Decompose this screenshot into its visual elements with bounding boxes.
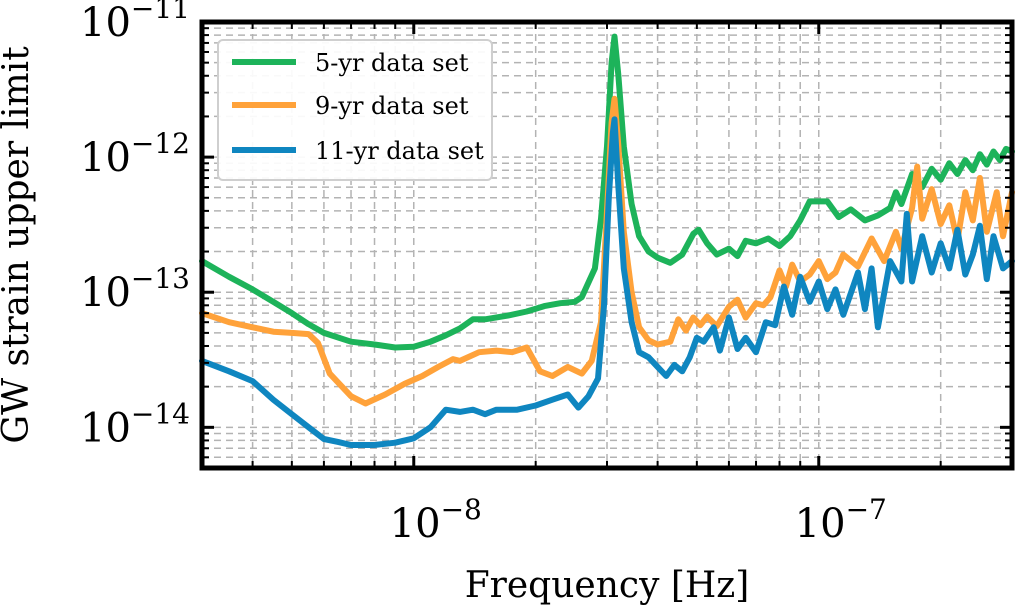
ticks: 10−8 10−7 10−14 10−13 10−12 10−11: [80, 0, 1013, 547]
y-tick-label: 10−14: [80, 397, 190, 451]
series-lines: [199, 33, 1015, 448]
series-line-2: [199, 116, 1015, 448]
legend-box: [217, 39, 493, 181]
legend-label-9yr: 9-yr data set: [315, 92, 469, 120]
series-line-0: [199, 33, 1015, 351]
y-axis-label: GW strain upper limit: [0, 46, 37, 444]
legend: 5-yr data set 9-yr data set 11-yr data s…: [217, 39, 493, 181]
legend-label-11yr: 11-yr data set: [315, 137, 484, 165]
y-tick-label: 10−13: [80, 262, 190, 316]
x-tick-label: 10−8: [390, 493, 482, 547]
x-axis-label: Frequency [Hz]: [465, 565, 750, 606]
legend-label-5yr: 5-yr data set: [315, 49, 469, 77]
x-tick-label: 10−7: [795, 493, 887, 547]
series-line-1: [199, 95, 1015, 407]
y-tick-label: 10−12: [80, 127, 190, 181]
y-tick-label: 10−11: [80, 0, 190, 46]
